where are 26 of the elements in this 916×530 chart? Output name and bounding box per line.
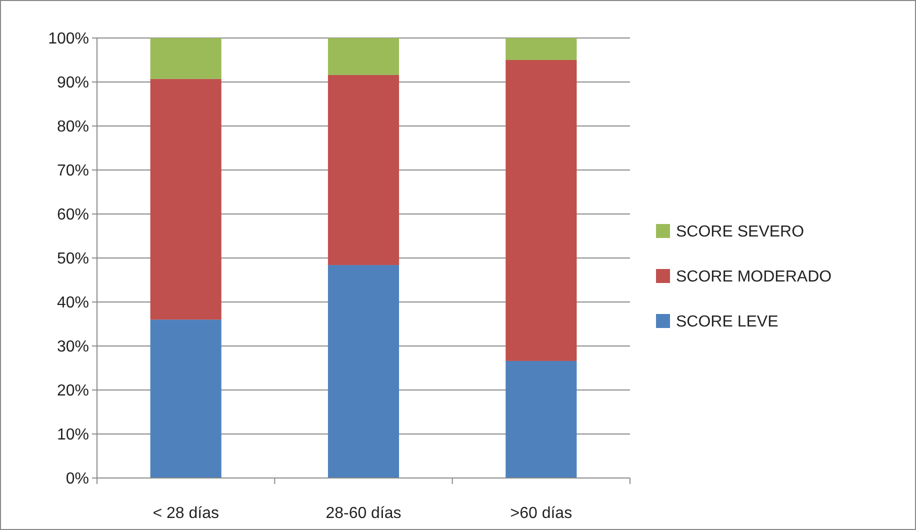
bar (150, 78, 222, 320)
bar (506, 38, 577, 60)
y-tick-label: 40% (56, 294, 89, 312)
y-tick-label: 20% (56, 382, 89, 400)
y-tick-label: 60% (56, 206, 89, 224)
bar (506, 60, 577, 361)
y-tick-label: 50% (56, 250, 89, 268)
bar (328, 38, 400, 75)
y-tick-label: 0% (66, 470, 89, 488)
legend-label: SCORE MODERADO (676, 268, 832, 286)
bar (150, 320, 222, 478)
y-tick-label: 10% (56, 426, 89, 444)
legend-label: SCORE SEVERO (676, 224, 804, 241)
bar (328, 74, 400, 266)
x-tick-label: >60 días (510, 505, 572, 522)
x-tick-label: < 28 días (152, 505, 219, 522)
y-tick-label: 80% (56, 118, 89, 136)
y-tick-label: 90% (56, 74, 89, 92)
y-tick-label: 70% (56, 162, 89, 180)
y-tick-label: 30% (56, 338, 89, 356)
y-tick-label: 100% (48, 30, 89, 48)
bar (328, 265, 400, 478)
x-tick-label: 28-60 días (326, 505, 402, 522)
bar (150, 38, 222, 79)
legend-label: SCORE LEVE (676, 314, 778, 331)
bar (506, 360, 577, 478)
